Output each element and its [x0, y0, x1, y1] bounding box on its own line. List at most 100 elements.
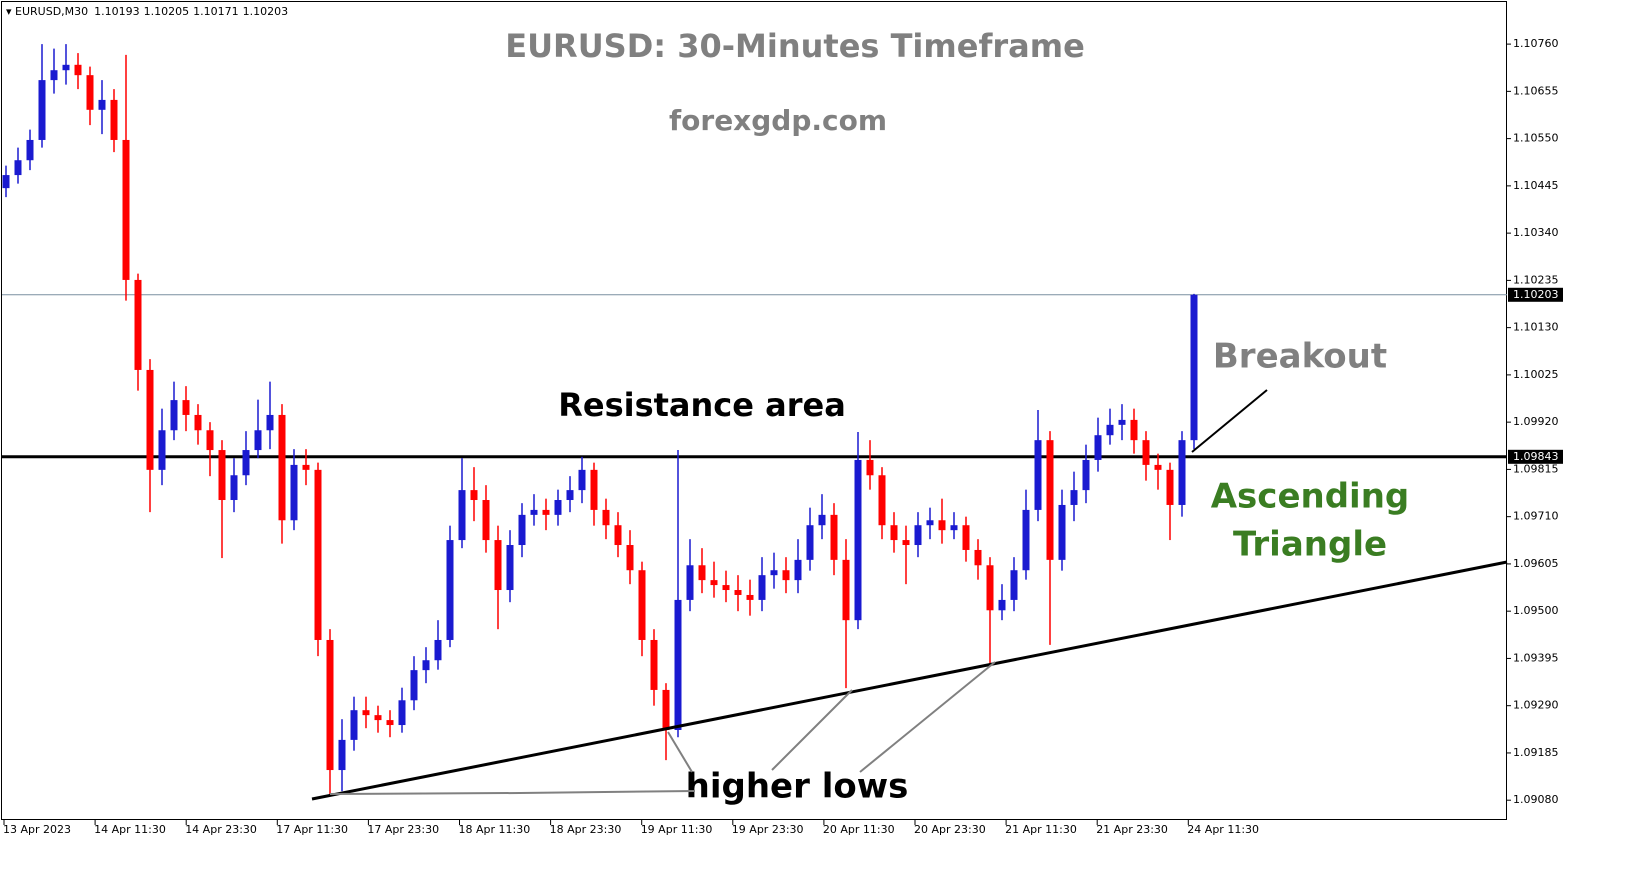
candle-body: [530, 509, 538, 515]
x-tick-label: 13 Apr 2023: [3, 823, 71, 836]
candle-body: [98, 99, 106, 110]
candle-body: [770, 570, 778, 576]
candle-body: [494, 540, 502, 591]
chart-subtitle: forexgdp.com: [669, 104, 887, 137]
y-tick-label: 1.10235: [1513, 273, 1559, 286]
header-high: 1.10205: [144, 5, 190, 18]
candle-body: [122, 139, 130, 280]
candle-body: [446, 540, 454, 640]
candle-body: [950, 525, 958, 531]
higher-lows-pointers: [329, 661, 996, 795]
candle-body: [914, 525, 922, 546]
y-tick-label: 1.09500: [1513, 604, 1559, 617]
last-price-label: 1.10203: [1513, 288, 1559, 301]
candle-body: [386, 720, 394, 726]
candle-body: [422, 660, 430, 671]
x-tick-label: 19 Apr 11:30: [641, 823, 713, 836]
candle-body: [626, 545, 634, 571]
header-low: 1.10171: [193, 5, 239, 18]
header-arrow: ▾: [6, 5, 15, 18]
candle-body: [662, 689, 670, 730]
resistance-box: [1508, 449, 1563, 464]
candle-body: [302, 464, 310, 470]
candle-body: [1046, 440, 1054, 560]
x-tick-label: 17 Apr 23:30: [367, 823, 439, 836]
header-close: 1.10203: [243, 5, 289, 18]
y-tick-label: 1.09920: [1513, 415, 1559, 428]
candle-body: [458, 490, 466, 541]
candle-body: [878, 475, 886, 526]
candle-body: [290, 464, 298, 521]
candle-body: [206, 430, 214, 451]
plot-border: [1, 1, 1507, 820]
candle-body: [2, 175, 10, 189]
candle-body: [638, 570, 646, 640]
chart-title: EURUSD: 30-Minutes Timeframe: [505, 27, 1085, 65]
x-tick-label: 14 Apr 23:30: [185, 823, 257, 836]
candle-body: [782, 570, 790, 581]
candle-body: [818, 514, 826, 526]
candle-body: [866, 459, 874, 476]
y-tick-label: 1.10550: [1513, 132, 1559, 145]
candle-body: [38, 80, 46, 140]
candle-body: [326, 639, 334, 771]
candle-body: [14, 160, 22, 176]
candle-body: [590, 469, 598, 510]
candle-body: [470, 490, 478, 501]
y-tick-label: 1.10340: [1513, 226, 1559, 239]
candle-body: [254, 430, 262, 451]
candle-body: [938, 520, 946, 531]
candle-body: [1010, 570, 1018, 600]
candle-body: [350, 710, 358, 740]
pointer: [859, 661, 996, 773]
candle-body: [26, 139, 34, 161]
candle-body: [1154, 464, 1162, 470]
candle-body: [1142, 440, 1150, 465]
candle-body: [806, 525, 814, 560]
candle-body: [1178, 440, 1186, 505]
candle-body: [374, 715, 382, 721]
candle-body: [230, 475, 238, 501]
candle-body: [710, 580, 718, 586]
candle-body: [62, 64, 70, 71]
x-tick-label: 14 Apr 11:30: [94, 823, 166, 836]
candle-body: [278, 414, 286, 521]
candle-body: [1034, 440, 1042, 510]
grid-layer: [2, 43, 1511, 825]
candle-body: [110, 99, 118, 140]
header-open: 1.10193: [94, 5, 140, 18]
y-tick-label: 1.10025: [1513, 368, 1559, 381]
candle-body: [410, 670, 418, 701]
candle-body: [542, 509, 550, 515]
candle-body: [746, 594, 754, 600]
candle-body: [554, 500, 562, 515]
candle-body: [218, 450, 226, 501]
candle-body: [158, 430, 166, 470]
x-tick-label: 17 Apr 11:30: [276, 823, 348, 836]
candle-body: [854, 459, 862, 621]
candle-body: [1058, 504, 1066, 560]
candle-body: [830, 514, 838, 560]
candle-body: [338, 739, 346, 771]
candle-body: [998, 599, 1006, 611]
y-tick-label: 1.10130: [1513, 321, 1559, 334]
candle-body: [506, 545, 514, 591]
candle-body: [194, 414, 202, 431]
candle-body: [434, 639, 442, 661]
pattern-annotation: Ascending: [1211, 477, 1410, 517]
candle-body: [986, 565, 994, 611]
y-tick-label: 1.09815: [1513, 462, 1559, 475]
pointer: [329, 790, 696, 795]
candle-body: [842, 559, 850, 621]
candle-body: [242, 450, 250, 476]
candle-body: [134, 279, 142, 370]
resistance-label: 1.09843: [1513, 450, 1559, 463]
candle-body: [650, 639, 658, 690]
pointer: [771, 689, 853, 771]
x-tick-label: 18 Apr 23:30: [550, 823, 622, 836]
candle-body: [734, 590, 742, 595]
candle-body: [182, 400, 190, 415]
y-tick-label: 1.10445: [1513, 179, 1559, 192]
breakout-annotation: Breakout: [1213, 337, 1387, 377]
